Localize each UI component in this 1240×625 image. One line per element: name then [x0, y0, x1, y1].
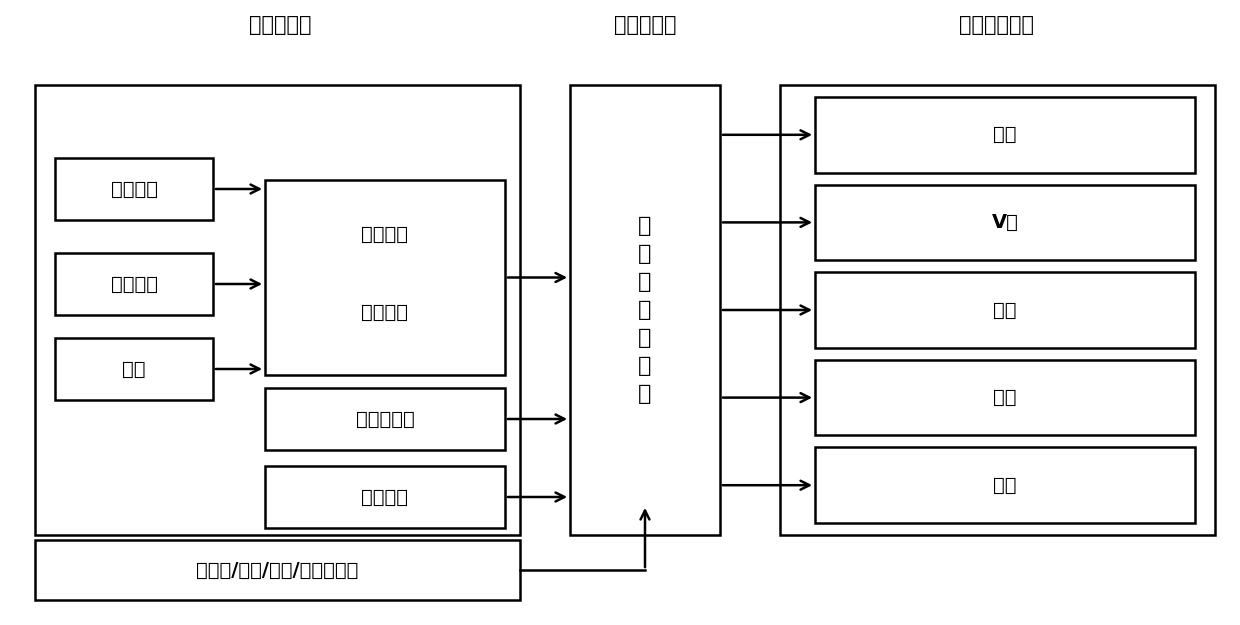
Bar: [780, 85, 1215, 535]
Bar: [815, 184, 1195, 260]
Bar: [55, 338, 213, 400]
Bar: [35, 540, 520, 600]
Bar: [265, 466, 505, 528]
Bar: [35, 85, 520, 535]
Text: 副翼: 副翼: [993, 125, 1017, 144]
Text: 飞行执行机构: 飞行执行机构: [960, 15, 1034, 35]
Bar: [55, 158, 213, 220]
Text: 飞
行
控
制
计
算
机: 飞 行 控 制 计 算 机: [639, 216, 652, 404]
Bar: [570, 85, 720, 535]
Text: 发动机/燃油/配电/起落架监控: 发动机/燃油/配电/起落架监控: [196, 561, 358, 579]
Text: V尾: V尾: [992, 213, 1018, 232]
Bar: [815, 448, 1195, 523]
Bar: [265, 388, 505, 450]
Bar: [815, 272, 1195, 348]
Text: 油门: 油门: [993, 388, 1017, 407]
Text: 大气数据: 大气数据: [110, 274, 157, 294]
Bar: [265, 180, 505, 375]
Bar: [815, 360, 1195, 436]
Text: 飞行控制器: 飞行控制器: [614, 15, 676, 35]
Text: 触地开关: 触地开关: [362, 488, 408, 506]
Text: 飞行传感器: 飞行传感器: [249, 15, 311, 35]
Bar: [815, 97, 1195, 172]
Text: 惯性导航: 惯性导航: [362, 225, 408, 244]
Text: 卫星导航: 卫星导航: [110, 179, 157, 199]
Text: 雷达高度表: 雷达高度表: [356, 409, 414, 429]
Text: 风标: 风标: [123, 359, 146, 379]
Text: 桨控: 桨控: [993, 476, 1017, 495]
Bar: [55, 253, 213, 315]
Text: 刹车: 刹车: [993, 301, 1017, 319]
Text: 组合导航: 组合导航: [362, 303, 408, 322]
